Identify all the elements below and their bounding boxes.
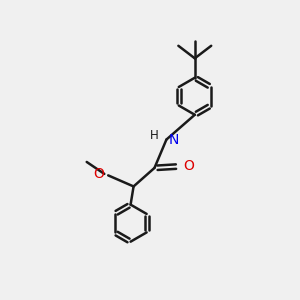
Text: N: N [168,133,178,146]
Text: H: H [150,130,159,142]
Text: O: O [93,167,104,181]
Text: O: O [183,159,194,173]
